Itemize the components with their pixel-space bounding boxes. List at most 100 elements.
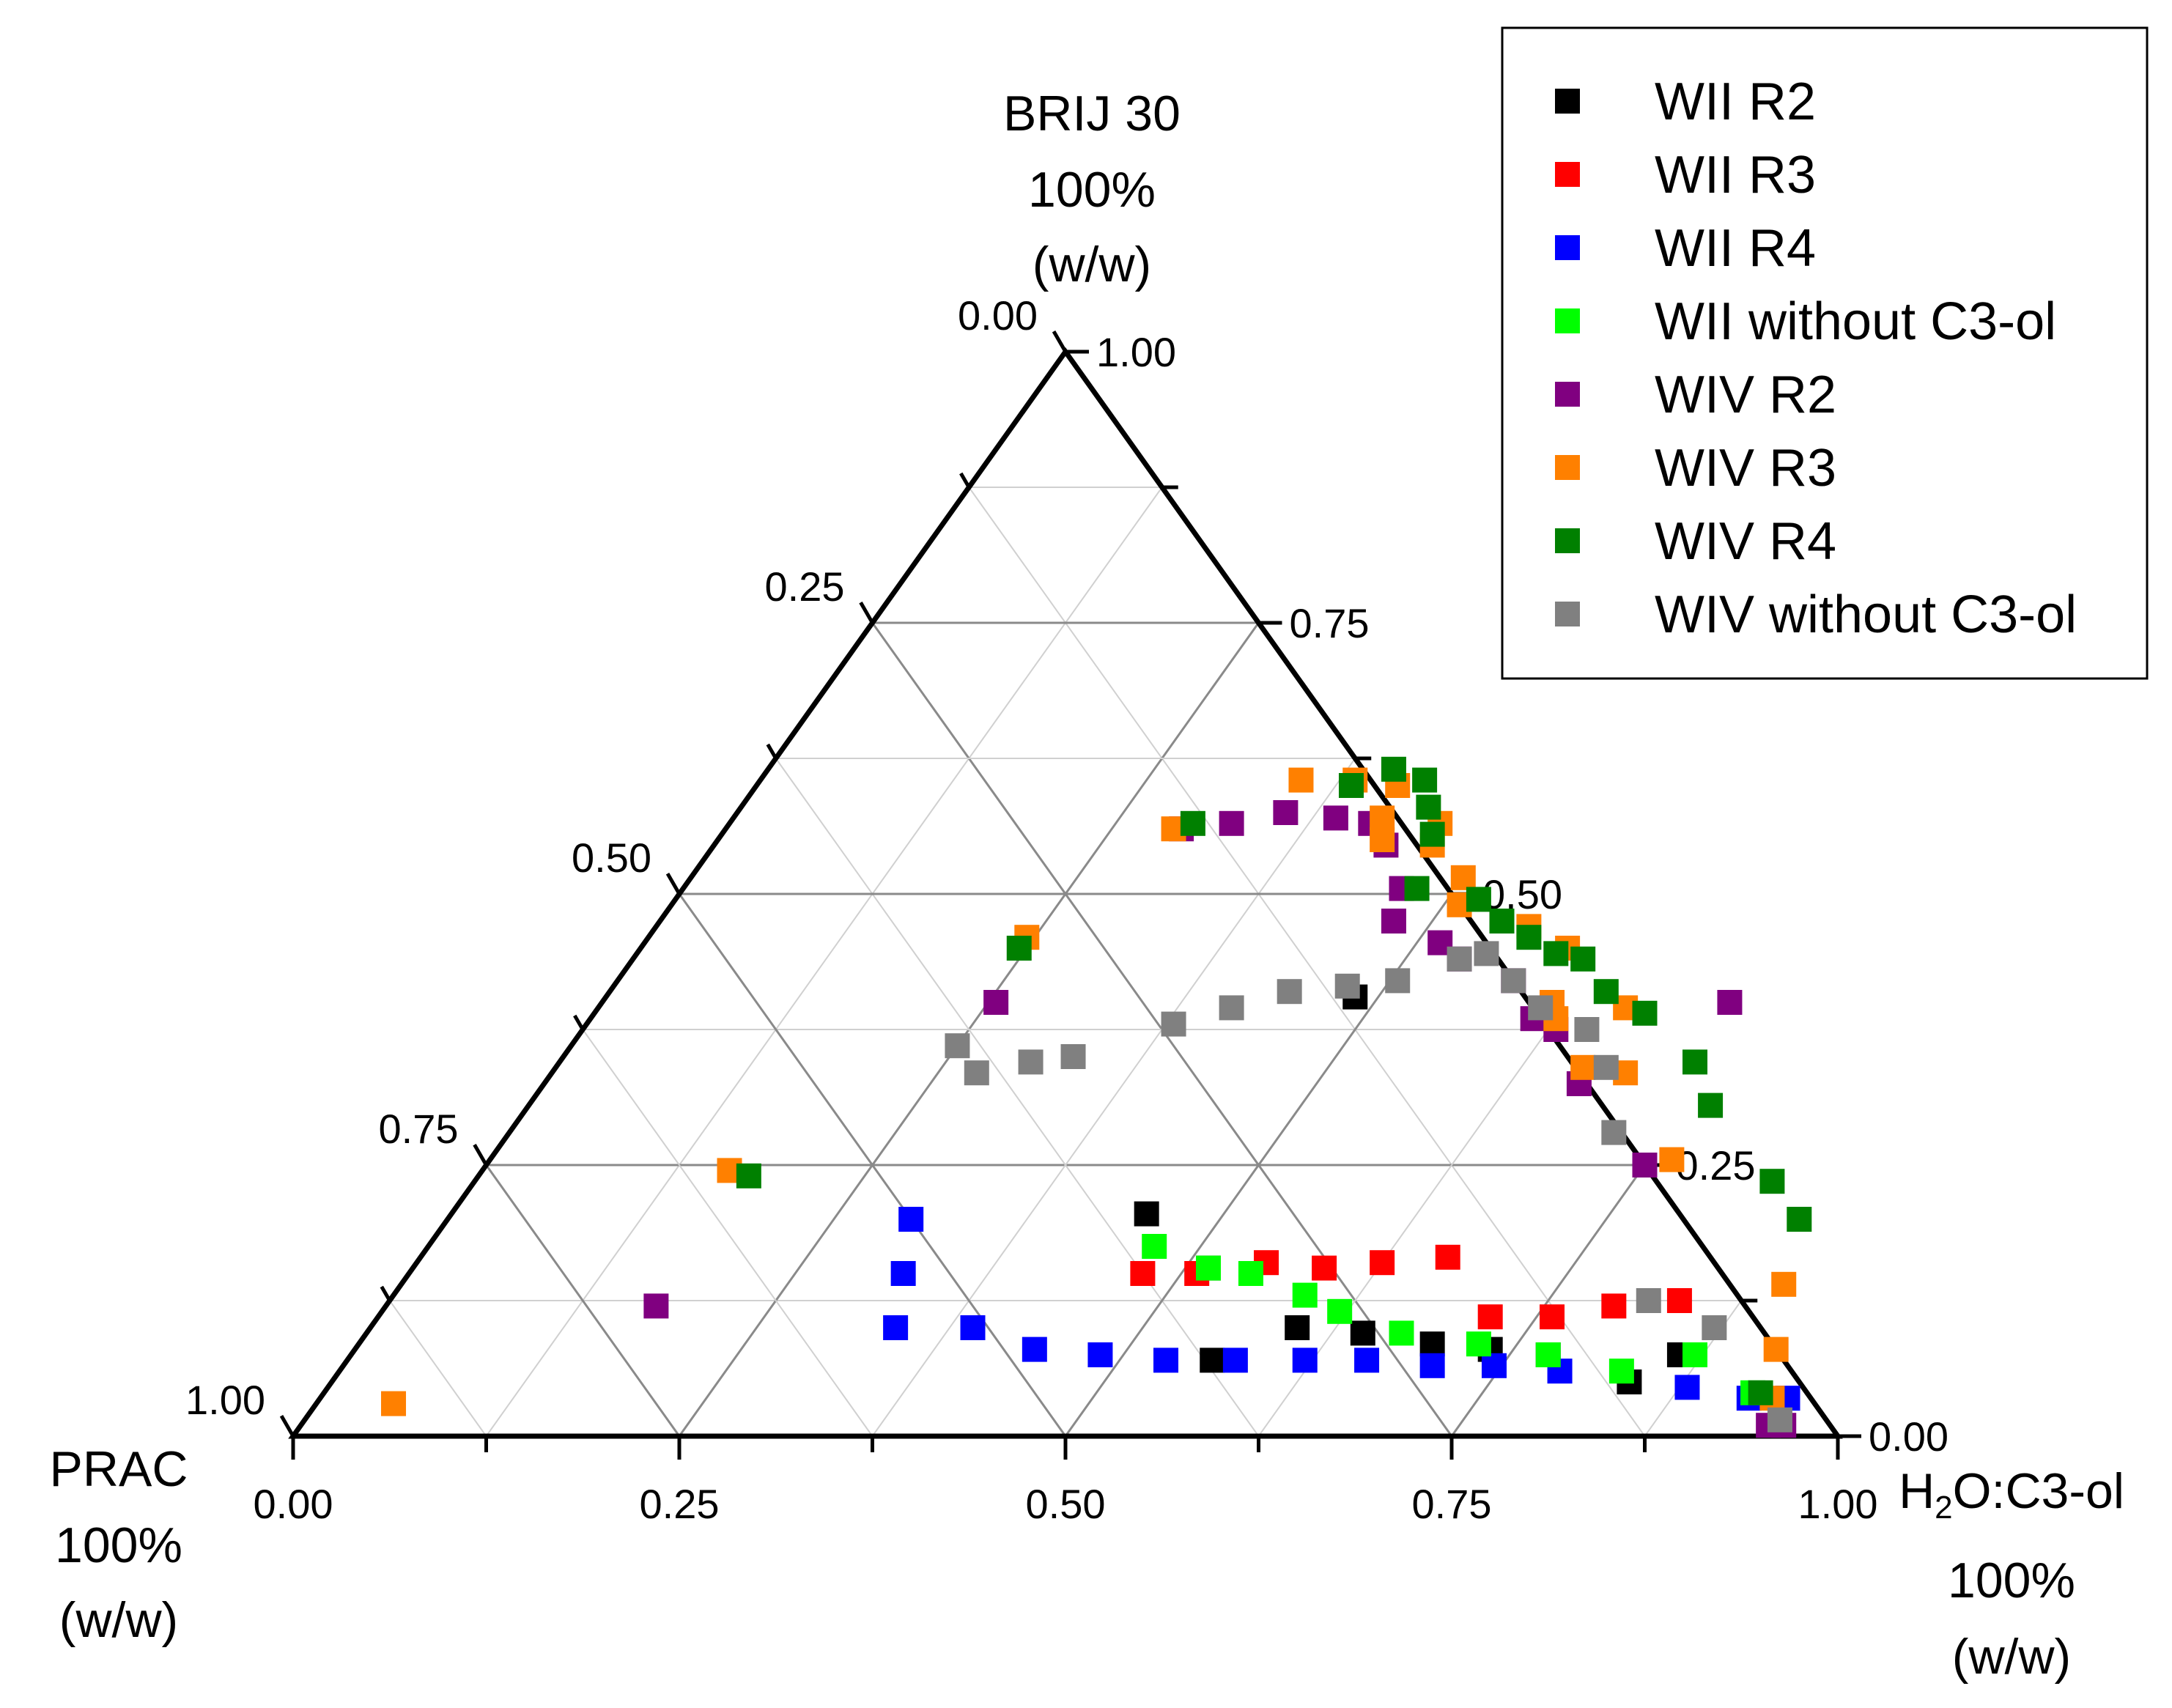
data-point (1481, 1353, 1507, 1378)
legend-label: WIV without C3-ol (1655, 585, 2077, 644)
bottom-tick-label: 0.75 (1412, 1481, 1492, 1527)
data-point (1570, 946, 1596, 972)
grid-line (1450, 1164, 1646, 1437)
data-point (1636, 1288, 1661, 1313)
data-point (1219, 810, 1244, 836)
data-point (1200, 1347, 1225, 1373)
data-point (1389, 1320, 1414, 1346)
left-component-pct: 100% (55, 1517, 182, 1573)
top-component-pct: 100% (1028, 162, 1156, 218)
data-point (1323, 805, 1348, 831)
data-point (1153, 1347, 1179, 1373)
data-point (898, 1207, 924, 1232)
legend-label: WII R2 (1655, 73, 1816, 131)
data-point (1419, 821, 1445, 847)
data-point (1288, 767, 1314, 793)
data-point (1763, 1337, 1789, 1362)
top-axis-title: BRIJ 30 100% (w/w) (1003, 86, 1181, 292)
data-point (1338, 773, 1364, 798)
data-point (1404, 876, 1430, 901)
data-point (1759, 1169, 1785, 1194)
data-point (1601, 1120, 1627, 1145)
grid-line (582, 1029, 873, 1437)
left-tick (1052, 330, 1068, 353)
data-point (381, 1391, 407, 1416)
data-point (1381, 909, 1406, 934)
right-tick-label: 0.75 (1290, 600, 1370, 646)
legend-label: WIV R4 (1655, 512, 1836, 571)
left-tick (473, 1144, 488, 1167)
left-tick-label: 0.75 (379, 1106, 459, 1152)
data-point (1419, 1353, 1445, 1378)
series-wiv-r2 (643, 800, 1797, 1438)
legend-marker (1555, 308, 1580, 333)
left-component-name: PRAC (50, 1441, 188, 1497)
data-point (1334, 973, 1360, 999)
data-point (1674, 1375, 1700, 1400)
left-tick (859, 602, 874, 624)
left-tick (665, 873, 681, 895)
data-point (1682, 1049, 1708, 1075)
legend-label: WII R3 (1655, 146, 1816, 204)
left-axis-title: PRAC 100% (w/w) (50, 1441, 188, 1648)
data-point (1060, 1044, 1086, 1069)
data-point (1018, 1049, 1043, 1075)
right-component-pct: 100% (1948, 1553, 2075, 1608)
data-points (381, 756, 1812, 1438)
series-wii-r4 (883, 1207, 1800, 1411)
data-point (1659, 1147, 1685, 1172)
data-point (1292, 1282, 1318, 1308)
data-point (1682, 1342, 1708, 1367)
data-point (1350, 1320, 1375, 1346)
data-point (1238, 1261, 1263, 1286)
data-point (1006, 936, 1032, 961)
data-point (1161, 1011, 1186, 1037)
grid-line (485, 1164, 681, 1437)
data-point (1180, 810, 1205, 836)
legend-box (1501, 26, 2149, 680)
left-tick (959, 472, 971, 489)
series-wiv-without-c3-ol (945, 941, 1792, 1432)
data-point (1134, 1201, 1159, 1227)
data-point (1087, 1342, 1113, 1367)
data-point (983, 990, 1009, 1015)
data-point (1528, 995, 1554, 1021)
data-point (1516, 925, 1542, 950)
data-point (1501, 968, 1526, 994)
data-point (960, 1315, 986, 1340)
data-point (643, 1293, 669, 1319)
data-point (1535, 1342, 1561, 1367)
right-component-unit: (w/w) (1952, 1629, 2071, 1685)
legend-label: WIV R3 (1655, 439, 1836, 498)
left-tick (380, 1285, 391, 1302)
data-point (1385, 968, 1411, 994)
legend-marker (1555, 89, 1580, 114)
grid-line (775, 758, 1260, 1437)
legend-marker (1555, 235, 1580, 260)
data-point (1370, 1250, 1395, 1276)
left-tick (766, 743, 777, 760)
grid-line (968, 487, 1646, 1437)
right-tick-label: 1.00 (1096, 329, 1176, 375)
legend-marker (1555, 528, 1580, 553)
data-point (1450, 865, 1476, 890)
data-point (1698, 1093, 1724, 1118)
data-point (1130, 1261, 1156, 1286)
legend-marker (1555, 162, 1580, 187)
tick-labels: 0.00 0.25 0.50 0.75 1.00 0.00 0.25 0.50 0.75 1.00… (185, 292, 1948, 1527)
data-point (1222, 1347, 1248, 1373)
data-point (1702, 1315, 1727, 1340)
data-point (1195, 1255, 1221, 1281)
grid-line (871, 758, 1356, 1437)
data-point (1593, 979, 1619, 1005)
data-point (736, 1163, 761, 1188)
grid-line (485, 487, 1163, 1437)
right-tick-label: 0.00 (1869, 1413, 1948, 1460)
data-point (1416, 794, 1441, 820)
data-point (1142, 1234, 1167, 1259)
legend-marker (1555, 382, 1580, 407)
bottom-tick-label: 0.00 (254, 1481, 333, 1527)
data-point (1466, 1331, 1491, 1357)
left-tick (279, 1415, 295, 1438)
legend-label: WII without C3-ol (1655, 292, 2056, 351)
